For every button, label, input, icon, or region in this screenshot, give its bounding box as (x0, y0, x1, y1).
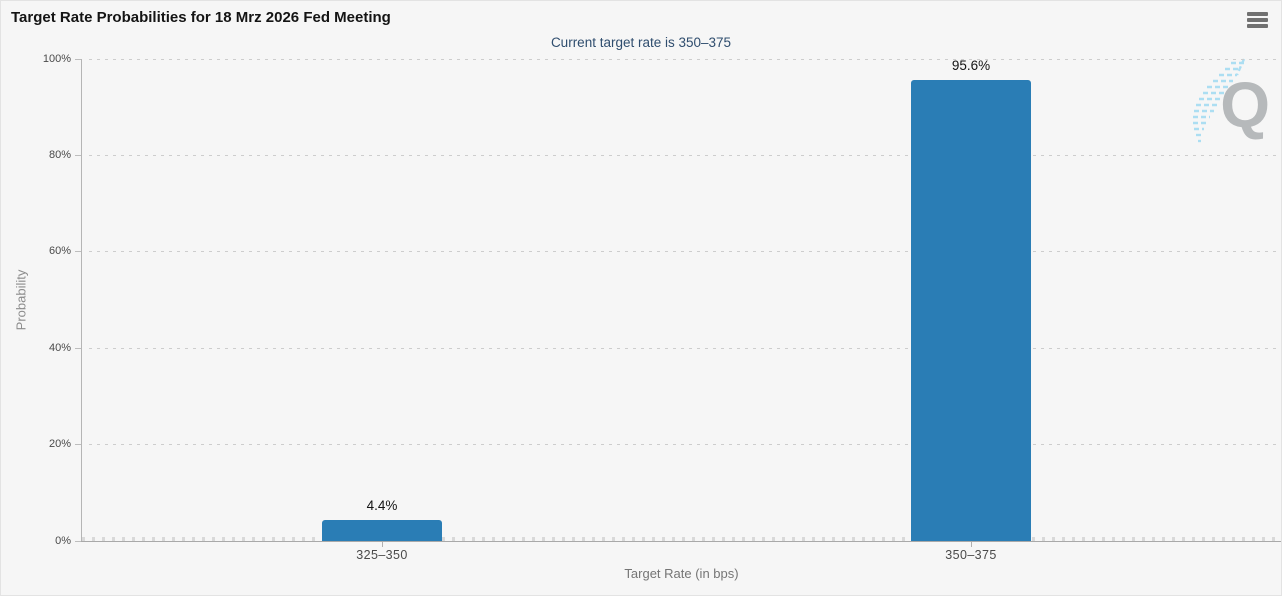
y-tick-label: 80% (48, 148, 71, 161)
bar-325–350[interactable] (322, 519, 442, 541)
y-tick-label: 20% (48, 438, 71, 451)
gridline-80 (89, 154, 1281, 156)
gridline-100 (89, 58, 1281, 60)
x-axis-minor-ticks (82, 537, 1281, 541)
bar-350–375[interactable] (911, 80, 1031, 541)
gridline-60 (89, 251, 1281, 253)
quikstrike-logo: Q (1187, 57, 1275, 147)
x-axis-line (81, 541, 1281, 542)
x-tick-label: 350–375 (945, 548, 997, 562)
hamburger-bar (1247, 24, 1268, 28)
hamburger-bar (1247, 18, 1268, 22)
y-axis-line (81, 59, 82, 541)
y-axis-tick (75, 154, 81, 156)
logo-swoosh (1193, 58, 1246, 143)
x-axis-tick (971, 542, 972, 547)
y-tick-label: 100% (42, 52, 71, 65)
hamburger-menu-icon[interactable] (1247, 12, 1268, 30)
bar-value-label: 95.6% (951, 58, 991, 74)
hamburger-bar (1247, 12, 1268, 16)
bar-value-label: 4.4% (366, 497, 398, 513)
x-axis-tick (382, 542, 383, 547)
y-axis-tick (75, 251, 81, 253)
y-axis-title: Probability (13, 269, 29, 331)
y-axis-tick (75, 58, 81, 60)
y-axis-tick (75, 540, 81, 542)
chart-subtitle: Current target rate is 350–375 (550, 35, 732, 50)
gridline-20 (89, 444, 1281, 446)
logo-q-letter: Q (1220, 69, 1270, 141)
chart-title: Target Rate Probabilities for 18 Mrz 202… (11, 9, 391, 26)
y-tick-label: 60% (48, 245, 71, 258)
gridline-40 (89, 347, 1281, 349)
y-axis-tick (75, 347, 81, 349)
y-tick-label: 0% (55, 534, 71, 547)
x-axis-title: Target Rate (in bps) (624, 566, 739, 581)
x-tick-label: 325–350 (356, 548, 408, 562)
y-axis-tick (75, 444, 81, 446)
y-tick-label: 40% (48, 341, 71, 354)
